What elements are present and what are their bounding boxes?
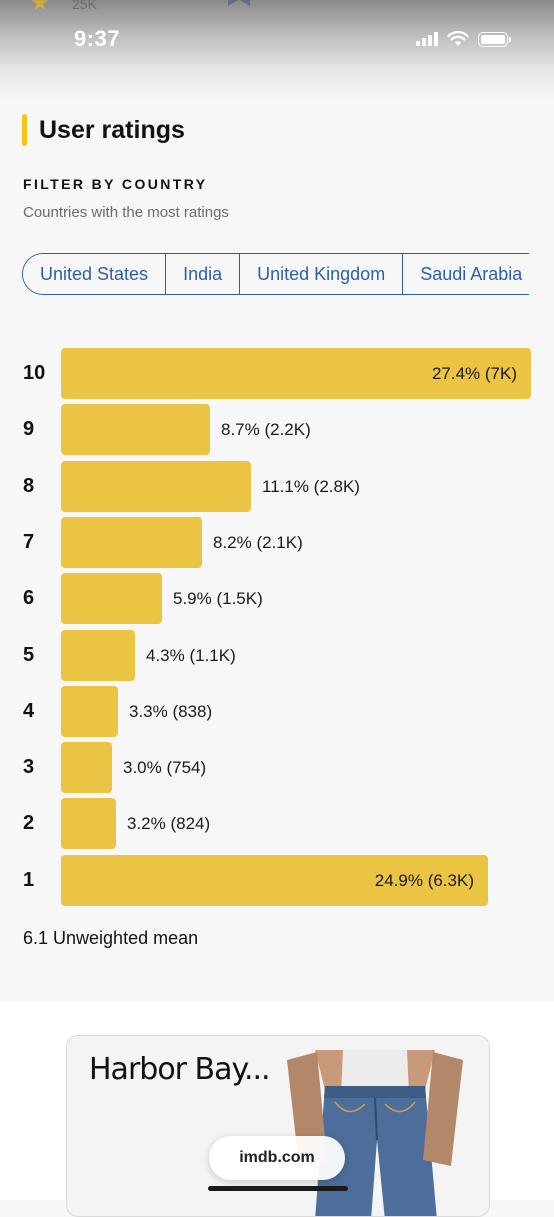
status-icons (416, 31, 511, 47)
rating-row-3: 3 3.0% (754) (0, 742, 554, 793)
rating-bar-1[interactable] (61, 855, 488, 906)
status-time: 9:37 (74, 26, 121, 51)
rating-value: 3.2% (824) (127, 814, 211, 833)
rating-count: 25K (72, 0, 97, 12)
rating-value: 5.9% (1.5K) (173, 589, 263, 608)
chip-united-kingdom[interactable]: United Kingdom (240, 254, 404, 294)
rating-row-4: 4 3.3% (838) (0, 686, 554, 737)
url-pill[interactable]: imdb.com (209, 1136, 345, 1180)
rating-label: 8 (23, 475, 35, 497)
ad-title: Harbor Bay... (89, 1052, 271, 1087)
jeans-ad-image (287, 1050, 463, 1216)
rating-label: 4 (23, 700, 35, 722)
star-icon: ★ (30, 0, 50, 15)
rating-value: 24.9% (6.3K) (374, 871, 474, 890)
rating-value: 11.1% (2.8K) (262, 477, 360, 496)
rating-bar-3[interactable] (61, 742, 112, 793)
rating-label: 3 (23, 756, 35, 778)
rating-value: 8.2% (2.1K) (213, 533, 303, 552)
rating-label: 2 (23, 812, 35, 834)
rating-bar-2[interactable] (61, 798, 116, 849)
chip-united-states[interactable]: United States (23, 254, 167, 294)
wifi-icon (447, 31, 469, 46)
rating-label: 6 (23, 587, 35, 609)
rating-label: 7 (23, 531, 35, 553)
rating-row-1: 1 24.9% (6.3K) (0, 855, 554, 906)
battery-icon (478, 31, 511, 47)
status-bar-background (0, 0, 554, 100)
country-filter-chips: United States India United Kingdom Saudi… (22, 253, 529, 295)
rating-label: 9 (23, 418, 35, 440)
chip-india[interactable]: India (166, 254, 241, 294)
rating-row-7: 7 8.2% (2.1K) (0, 517, 554, 568)
rating-row-6: 6 5.9% (1.5K) (0, 573, 554, 624)
rating-bar-9[interactable] (61, 404, 210, 455)
rating-value: 3.3% (838) (129, 702, 213, 721)
rating-bar-5[interactable] (61, 630, 135, 681)
rating-row-2: 2 3.2% (824) (0, 798, 554, 849)
rating-row-8: 8 11.1% (2.8K) (0, 461, 554, 512)
home-indicator (208, 1186, 348, 1191)
rating-label: 5 (23, 644, 35, 666)
rating-bar-8[interactable] (61, 461, 251, 512)
rating-label: 10 (23, 362, 46, 384)
rating-value: 27.4% (7K) (431, 364, 517, 383)
rating-value: 3.0% (754) (123, 758, 207, 777)
filter-subtitle: Countries with the most ratings (23, 204, 229, 221)
section-accent-bar (22, 114, 27, 146)
chip-saudi-arabia[interactable]: Saudi Arabia (403, 254, 529, 294)
rating-row-9: 9 8.7% (2.2K) (0, 404, 554, 455)
rating-row-10: 10 27.4% (7K) (0, 348, 554, 399)
rating-label: 1 (23, 869, 35, 891)
filter-label: FILTER BY COUNTRY (23, 176, 208, 192)
rating-value: 4.3% (1.1K) (146, 646, 236, 665)
rating-row-5: 5 4.3% (1.1K) (0, 630, 554, 681)
rating-bar-4[interactable] (61, 686, 118, 737)
rating-bar-10[interactable] (61, 348, 531, 399)
rating-bar-7[interactable] (61, 517, 202, 568)
rating-value: 8.7% (2.2K) (221, 420, 311, 439)
section-title: User ratings (39, 116, 185, 144)
cellular-signal-icon (416, 32, 438, 46)
unweighted-mean: 6.1 Unweighted mean (23, 928, 199, 948)
rating-bar-6[interactable] (61, 573, 162, 624)
